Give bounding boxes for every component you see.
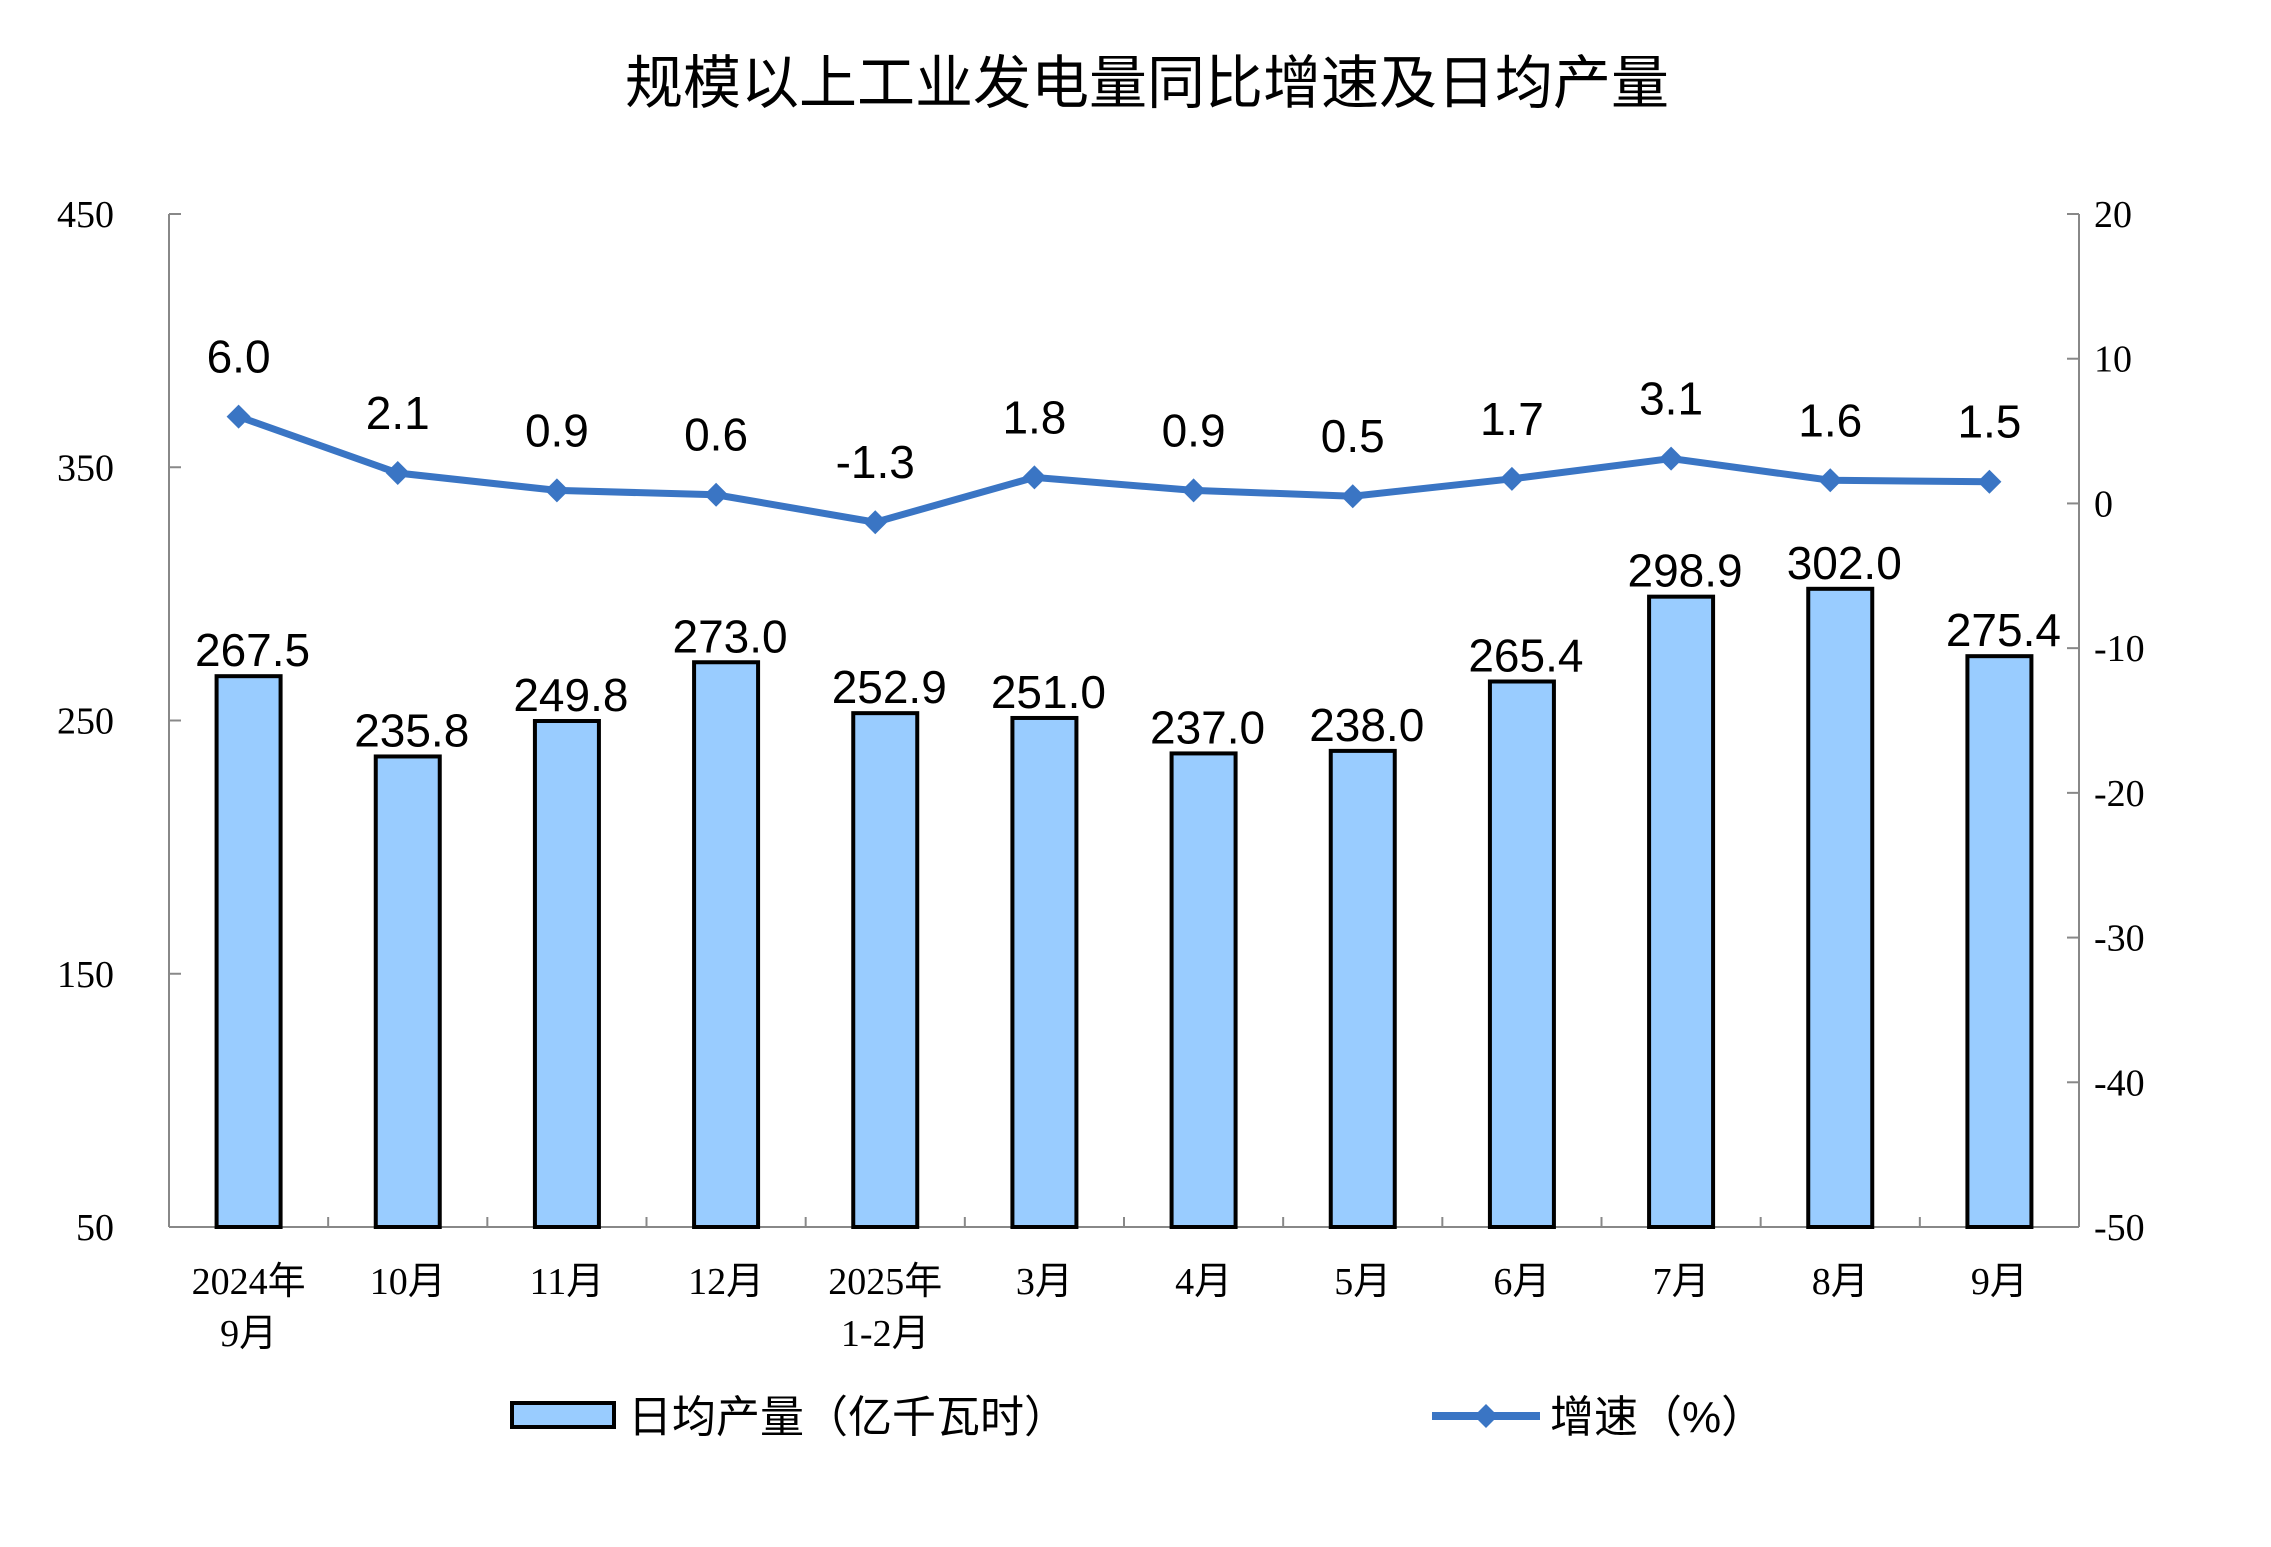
growth-value-label: 1.8 (1002, 391, 1066, 443)
x-tick-label: 8月 (1812, 1261, 1869, 1303)
bars (214, 586, 2034, 1230)
right-tick-label: -20 (2094, 773, 2145, 815)
x-tick-label: 3月 (1016, 1261, 1073, 1303)
x-tick-label: 9月 (1971, 1261, 2028, 1303)
legend-diamond-marker (1474, 1404, 1498, 1428)
right-tick-label: 10 (2094, 339, 2132, 381)
bar (1169, 751, 1238, 1229)
right-tick-label: -10 (2094, 628, 2145, 670)
x-tick-label: 9月 (220, 1313, 277, 1355)
bar-value-label: 238.0 (1309, 699, 1424, 751)
growth-point (863, 510, 888, 535)
bar-value-label: 273.0 (673, 610, 788, 662)
growth-point (1499, 466, 1524, 491)
left-tick-label: 50 (76, 1207, 114, 1249)
bar (851, 711, 920, 1229)
x-tick-label: 6月 (1493, 1261, 1550, 1303)
growth-value-label: 6.0 (207, 331, 271, 383)
growth-point (544, 478, 569, 503)
right-tick-label: 0 (2094, 483, 2113, 525)
bar-value-label: 235.8 (354, 704, 469, 756)
growth-point (1659, 446, 1684, 471)
bar-value-label: 265.4 (1468, 629, 1583, 681)
x-tick-label: 10月 (370, 1261, 446, 1303)
data-labels: 267.5 235.8 249.8 273.0 252.9 251.0 237.0 238.0… (195, 331, 2061, 757)
x-tick-label: 4月 (1175, 1261, 1232, 1303)
legend-bar-swatch (510, 1401, 616, 1429)
legend: 日均产量（亿千瓦时） 增速（%） (510, 1393, 1765, 1442)
legend-line-label: 增速（%） (1550, 1393, 1765, 1442)
bar-value-label: 298.9 (1628, 545, 1743, 597)
growth-point (385, 461, 410, 486)
chart-title: 规模以上工业发电量同比增速及日均产量 (625, 51, 1669, 116)
right-tick-label: -30 (2094, 918, 2145, 960)
growth-value-label: 2.1 (366, 387, 430, 439)
x-tick-label: 1-2月 (841, 1313, 930, 1355)
bar (1647, 594, 1716, 1229)
right-tick-label: -40 (2094, 1062, 2145, 1104)
left-tick-label: 150 (57, 954, 114, 996)
bar (532, 719, 601, 1229)
left-tick-label: 250 (57, 701, 114, 743)
x-tick-label: 11月 (530, 1261, 605, 1303)
growth-value-label: -1.3 (836, 436, 915, 488)
growth-point (1977, 469, 2002, 494)
bar (373, 754, 442, 1229)
x-tick-label: 2025年 (828, 1261, 942, 1303)
bar-value-label: 275.4 (1946, 604, 2061, 656)
bar (1965, 654, 2034, 1229)
growth-point (704, 482, 729, 507)
legend-bar-label: 日均产量（亿千瓦时） (628, 1393, 1068, 1442)
bar (692, 660, 761, 1229)
bar (1010, 715, 1079, 1230)
bar (1487, 679, 1556, 1229)
bar (214, 674, 283, 1229)
bar-value-label: 251.0 (991, 666, 1106, 718)
growth-value-label: 0.9 (525, 404, 589, 456)
growth-value-label: 0.5 (1321, 410, 1385, 462)
right-tick-label: -50 (2094, 1207, 2145, 1249)
growth-value-label: 3.1 (1639, 373, 1703, 425)
growth-point (1340, 484, 1365, 509)
growth-value-label: 1.6 (1798, 394, 1862, 446)
x-tick-label: 5月 (1334, 1261, 1391, 1303)
bar-value-label: 237.0 (1150, 701, 1265, 753)
axes: 50 150 250 350 450 -50 -40 -30 -20 -10 0 10 20 2024年 9… (57, 194, 2145, 1355)
bar-value-label: 249.8 (513, 669, 628, 721)
growth-series-line (237, 413, 1990, 526)
x-tick-label: 12月 (688, 1261, 764, 1303)
growth-value-label: 1.5 (1957, 396, 2021, 448)
bar-value-label: 267.5 (195, 624, 310, 676)
growth-value-label: 0.6 (684, 409, 748, 461)
growth-point (226, 404, 251, 429)
growth-value-label: 0.9 (1162, 404, 1226, 456)
right-tick-label: 20 (2094, 194, 2132, 236)
left-tick-label: 450 (57, 194, 114, 236)
growth-point (1022, 465, 1047, 490)
bar-value-label: 252.9 (832, 661, 947, 713)
growth-point (1818, 468, 1843, 493)
bar (1806, 586, 1875, 1229)
x-tick-label: 2024年 (192, 1261, 306, 1303)
growth-value-label: 1.7 (1480, 393, 1544, 445)
growth-line (226, 404, 2002, 535)
growth-point (1181, 478, 1206, 503)
bar (1328, 748, 1397, 1229)
left-tick-label: 350 (57, 447, 114, 489)
x-tick-label: 7月 (1653, 1261, 1710, 1303)
bar-value-label: 302.0 (1787, 537, 1902, 589)
